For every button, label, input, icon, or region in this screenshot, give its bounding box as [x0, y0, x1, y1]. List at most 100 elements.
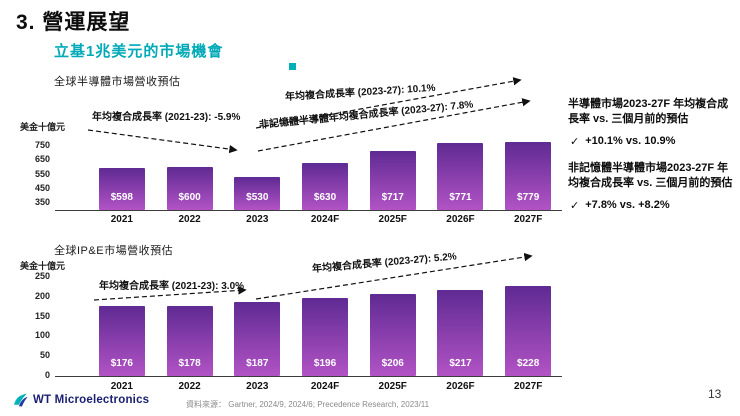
y-axis-tick: 150 — [34, 310, 50, 321]
bar-2025F: $206 — [369, 294, 416, 376]
x-axis-label: 2025F — [378, 381, 407, 392]
bar-2027F: $228 — [505, 285, 552, 376]
x-axis-label: 2023 — [246, 214, 269, 225]
y-axis-tick: 550 — [34, 168, 50, 179]
bar-value-label: $530 — [246, 192, 269, 203]
bar-slot: $187 — [223, 277, 291, 376]
x-axis-label: 2027F — [513, 381, 543, 392]
bar-slot: $630 — [291, 139, 359, 210]
check-icon: ✓ — [570, 199, 580, 212]
source-label: 資料來源： — [186, 400, 226, 409]
bar-2024F: $630 — [302, 163, 349, 210]
x-axis-label: 2027F — [513, 214, 543, 225]
chart-title: 全球IP&E市場營收預估 — [54, 245, 174, 257]
x-axis-label: 2022 — [178, 214, 201, 225]
check-icon: ✓ — [570, 135, 580, 148]
bar-2021: $176 — [98, 306, 145, 376]
y-axis-tick: 650 — [34, 154, 50, 165]
bar-value-label: $228 — [517, 358, 540, 369]
bar-2023: $530 — [234, 177, 281, 210]
bar-slot: $217 — [427, 277, 495, 376]
cagr-annotation-2023-27: 年均複合成長率 (2023-27): 10.1% — [284, 82, 436, 103]
teal-accent-square — [289, 63, 296, 70]
bar-value-label: $779 — [517, 192, 540, 203]
bar-value-label: $217 — [449, 358, 472, 369]
bar-2026F: $217 — [437, 290, 484, 376]
bar-value-label: $178 — [178, 358, 201, 369]
page-number: 13 — [708, 387, 722, 401]
source-text: Gartner, 2024/9, 2024/6; Precedence Rese… — [228, 400, 430, 409]
y-axis-unit-label: 美金十億元 — [20, 261, 66, 271]
x-axis-label: 2026F — [446, 214, 475, 225]
commentary-nonmemory-title: 非記憶體半導體市場2023-27F 年均複合成長率 vs. 三個月前的預估 — [568, 161, 733, 190]
bar-slot: $196 — [291, 277, 359, 376]
y-axis-tick: 50 — [39, 350, 50, 361]
bar-series: $176 $178 $187 $196 $206 $217 $228 — [88, 277, 562, 376]
x-axis-labels: 2021 2022 2023 2024F 2025F 2026F 2027F — [88, 214, 562, 225]
x-axis-label: 2023 — [246, 381, 269, 392]
y-axis-tick: 0 — [44, 370, 50, 380]
bar-slot: $228 — [494, 277, 562, 376]
cagr-annotation-2023-27: 年均複合成長率 (2023-27): 5.2% — [311, 251, 458, 275]
bar-slot: $771 — [427, 139, 495, 210]
bar-2021: $598 — [98, 167, 145, 210]
bar-slot: $178 — [156, 277, 224, 376]
x-axis-label: 2025F — [378, 214, 407, 225]
bar-2022: $600 — [166, 167, 213, 210]
x-axis-label: 2024F — [310, 214, 340, 225]
wt-logo-icon — [14, 393, 28, 407]
bar-2023: $187 — [234, 301, 281, 376]
chart-title: 全球半導體市場營收預估 — [54, 76, 181, 88]
commentary-panel: 半導體市場2023-27F 年均複合成長率 vs. 三個月前的預估 ✓ +10.… — [568, 97, 738, 225]
commentary-nonmemory-value-row: ✓ +7.8% vs. +8.2% — [570, 199, 738, 212]
y-axis-tick: 100 — [34, 330, 50, 341]
commentary-semi-value-row: ✓ +10.1% vs. 10.9% — [570, 135, 738, 148]
company-logo: WT Microelectronics — [12, 392, 149, 408]
bar-2022: $178 — [166, 305, 213, 376]
bar-slot: $598 — [88, 139, 156, 210]
x-axis-label: 2021 — [110, 214, 133, 225]
bar-value-label: $187 — [246, 358, 269, 369]
page-title: 3. 營運展望 — [16, 11, 131, 34]
bar-value-label: $196 — [313, 358, 337, 369]
plot-area: $176 $178 $187 $196 $206 $217 $228 — [55, 277, 562, 377]
bar-value-label: $771 — [449, 192, 472, 203]
slide-subtitle: 立基1兆美元的市場機會 — [54, 43, 224, 60]
bar-2025F: $717 — [369, 150, 416, 210]
bar-slot: $530 — [223, 139, 291, 210]
x-axis-label: 2022 — [178, 381, 201, 392]
cagr-annotation-2021-23: 年均複合成長率 (2021-23): 3.0% — [99, 281, 245, 292]
data-source-note: 資料來源： Gartner, 2024/9, 2024/6; Precedenc… — [186, 399, 429, 410]
bar-value-label: $598 — [110, 192, 133, 203]
y-axis-ticks: 350 450 550 650 750 — [14, 139, 50, 211]
bar-slot: $779 — [494, 139, 562, 210]
bar-2024F: $196 — [302, 298, 349, 376]
bar-2026F: $771 — [437, 143, 484, 210]
bar-value-label: $176 — [110, 358, 133, 369]
bar-2027F: $779 — [505, 141, 552, 210]
x-axis-label: 2024F — [310, 381, 340, 392]
bar-slot: $600 — [156, 139, 224, 210]
y-axis-unit-label: 美金十億元 — [20, 122, 66, 132]
x-axis-labels: 2021 2022 2023 2024F 2025F 2026F 2027F — [88, 381, 562, 392]
commentary-semi-title: 半導體市場2023-27F 年均複合成長率 vs. 三個月前的預估 — [568, 98, 729, 126]
y-axis-tick: 350 — [34, 196, 50, 207]
y-axis-tick: 750 — [34, 140, 50, 151]
x-axis-label: 2021 — [110, 381, 133, 392]
bar-slot: $176 — [88, 277, 156, 376]
bar-series: $598 $600 $530 $630 $717 $771 $779 — [88, 139, 562, 210]
plot-area: $598 $600 $530 $630 $717 $771 $779 — [55, 139, 562, 211]
commentary-nonmemory-value: +7.8% vs. +8.2% — [585, 198, 670, 211]
bar-value-label: $600 — [178, 192, 201, 203]
bar-value-label: $717 — [381, 192, 404, 203]
x-axis-label: 2026F — [446, 381, 475, 392]
bar-value-label: $630 — [313, 192, 337, 203]
y-axis-ticks: 0 50 100 150 200 250 — [14, 271, 50, 380]
y-axis-tick: 250 — [34, 271, 50, 281]
commentary-semi-value: +10.1% vs. 10.9% — [585, 134, 676, 147]
y-axis-tick: 450 — [34, 182, 50, 193]
y-axis-tick: 200 — [34, 290, 50, 301]
bar-slot: $206 — [359, 277, 427, 376]
company-logo-text: WT Microelectronics — [33, 394, 150, 406]
